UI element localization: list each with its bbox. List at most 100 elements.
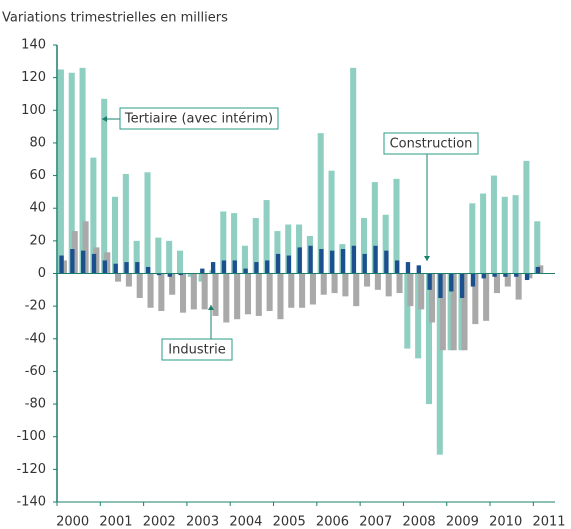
x-tick-label: 2010 [489, 515, 522, 529]
bar [504, 273, 511, 287]
x-tick-label: 2011 [532, 515, 565, 529]
bar [285, 224, 292, 274]
bar [385, 273, 392, 297]
arrow-head [424, 256, 430, 261]
y-tick-label: 60 [29, 168, 46, 183]
bar [266, 273, 273, 312]
bar [342, 273, 349, 297]
bar [201, 273, 208, 310]
bar [320, 273, 327, 295]
bar [190, 273, 197, 310]
bar [145, 266, 151, 274]
y-tick-label: 120 [21, 70, 46, 85]
bar [526, 273, 533, 279]
bar [200, 268, 205, 274]
bar [309, 273, 316, 305]
bar [212, 273, 219, 316]
bar [155, 237, 162, 274]
bar [394, 260, 400, 274]
y-tick-label: 80 [29, 135, 46, 150]
y-tick-label: 0 [38, 266, 46, 281]
bar [351, 245, 357, 274]
annotation-box [383, 132, 479, 155]
bar [124, 262, 129, 274]
bar [115, 273, 122, 282]
bar [515, 273, 522, 300]
bar [79, 67, 86, 274]
bar [415, 273, 422, 359]
y-tick-label: 140 [21, 38, 46, 53]
bar [167, 273, 172, 277]
bar [297, 247, 302, 274]
bar [274, 231, 281, 274]
bar [244, 273, 252, 315]
bar [101, 98, 108, 274]
bar [396, 273, 403, 294]
bar [254, 262, 259, 274]
y-tick-label: -60 [25, 364, 46, 379]
bar [490, 175, 497, 274]
bar [111, 196, 119, 274]
bar [275, 253, 281, 274]
x-tick-label: 2008 [403, 515, 436, 529]
bar [480, 193, 487, 274]
bar [82, 221, 89, 274]
bar [330, 250, 335, 274]
bar [158, 273, 165, 312]
bar [384, 250, 389, 274]
annotation: Industrie [168, 343, 225, 358]
bar [416, 265, 421, 274]
bar [535, 266, 541, 274]
arrow-head [102, 116, 107, 122]
bar [255, 273, 262, 316]
bar [483, 273, 490, 321]
bar [393, 178, 400, 274]
bar [176, 250, 184, 274]
bar [90, 157, 97, 274]
bar [501, 196, 508, 274]
bar [418, 273, 425, 310]
bar [524, 273, 530, 281]
bar [470, 273, 476, 287]
bar [252, 218, 259, 274]
x-tick-label: 2009 [446, 515, 479, 529]
bar [104, 252, 111, 274]
bar [234, 273, 241, 320]
bar [263, 200, 270, 274]
bar [328, 170, 335, 274]
x-tick-label: 2005 [273, 515, 306, 529]
bar [133, 240, 140, 274]
bar [308, 245, 313, 274]
bar [523, 160, 530, 274]
bar [404, 273, 411, 349]
bar [288, 273, 295, 308]
bar [537, 265, 544, 274]
bar [220, 211, 227, 274]
y-tick-label: 100 [21, 103, 46, 118]
bar [382, 214, 389, 274]
bar [428, 273, 436, 323]
bar [481, 273, 486, 279]
x-tick-label: 2007 [359, 515, 392, 529]
bar [436, 273, 443, 455]
bar [534, 221, 541, 274]
bar [265, 260, 270, 274]
bar [221, 260, 227, 274]
bar [232, 260, 237, 274]
bar [156, 273, 162, 276]
bar [210, 262, 216, 274]
bar [299, 273, 306, 308]
bar [71, 231, 78, 274]
bar [459, 273, 465, 298]
y-tick-label: -100 [16, 429, 46, 444]
bar [407, 273, 414, 307]
bar [425, 273, 433, 405]
bar [319, 249, 324, 274]
bar [147, 273, 154, 308]
bar [405, 262, 411, 274]
bar [427, 273, 432, 290]
bar [68, 72, 75, 274]
annotation: Construction [390, 137, 473, 152]
y-tick-label: 40 [29, 201, 46, 216]
